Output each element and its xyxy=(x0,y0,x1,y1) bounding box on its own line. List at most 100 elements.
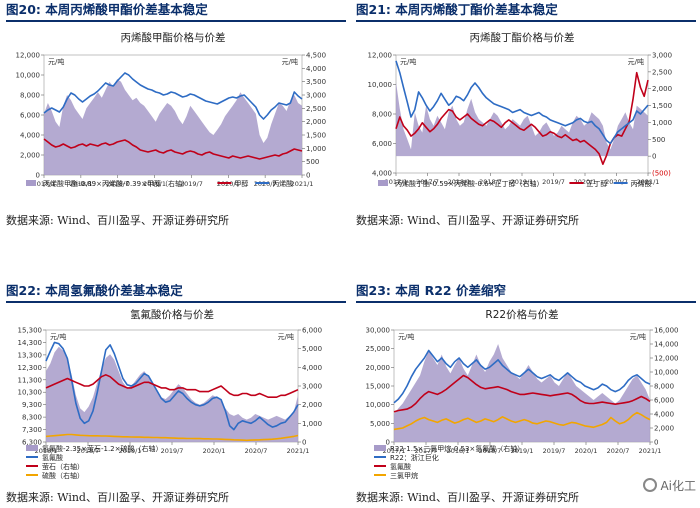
legend-swatch-0 xyxy=(378,180,388,186)
chart-panel-1: 图20: 本周丙烯酸甲酯价差基本稳定 丙烯酸甲酯价格与价差元/吨 元/吨 0 2,00… xyxy=(6,0,346,227)
right-tick-label: 0 xyxy=(306,172,310,180)
chart-panel-2: 图21: 本周丙烯酸丁酯价差基本稳定 丙烯酸丁酯价格与价差 元/吨 元/吨 4,000… xyxy=(356,0,696,227)
chart-area: 丙烯酸丁酯价格与价差 元/吨 元/吨 4,000 6,000 8,000 10,000 12,… xyxy=(356,25,696,213)
left-tick-label: 8,000 xyxy=(20,92,40,100)
x-tick-label: 2018/1 xyxy=(448,178,471,186)
legend-label-1: R22：浙江巨化 xyxy=(390,453,439,462)
left-tick-label: 12,300 xyxy=(18,364,43,372)
left-tick-label: 6,000 xyxy=(372,140,392,148)
right-tick-label: 8,000 xyxy=(654,383,674,391)
left-tick-label: 0 xyxy=(386,439,390,447)
left-tick-label: 6,000 xyxy=(20,112,40,120)
x-tick-label: 2018/7 xyxy=(106,180,129,188)
legend-label-1: 甲醇 xyxy=(234,179,248,188)
x-tick-label: 2018/1 xyxy=(69,180,92,188)
data-source: 数据来源: Wind、百川盈孚、开源证券研究所 xyxy=(6,491,229,504)
chart-title: 丙烯酸甲酯价格与价差 xyxy=(121,31,226,44)
data-source: 数据来源: Wind、百川盈孚、开源证券研究所 xyxy=(356,491,579,504)
chart-area: 氢氟酸价格与价差 元/吨 元/吨 6,300 7,300 8,300 9,300 10,300… xyxy=(6,306,346,490)
left-tick-label: 2,000 xyxy=(20,152,40,160)
x-tick-label: 2020/1 xyxy=(203,447,226,455)
right-tick-label: 2,000 xyxy=(306,118,326,126)
left-axis-unit: 元/吨 xyxy=(400,57,416,66)
chart-title: R22价格与价差 xyxy=(485,308,558,321)
series-line-2 xyxy=(393,374,651,413)
left-tick-label: 8,000 xyxy=(372,111,392,119)
right-tick-label: 2,000 xyxy=(652,85,672,93)
x-tick-label: 2019/7 xyxy=(543,447,566,455)
legend-label-2: 丙烯酸 xyxy=(272,179,293,188)
left-axis-unit: 元/吨 xyxy=(48,57,64,66)
right-tick-label: 6,000 xyxy=(302,327,322,335)
right-tick-label: 2,500 xyxy=(652,68,672,76)
legend-label-3: 硫酸（右轴） xyxy=(42,471,84,480)
x-tick-label: 2019/7 xyxy=(161,447,184,455)
x-tick-label: 2019/7 xyxy=(542,178,565,186)
right-tick-label: 0 xyxy=(652,153,656,161)
x-tick-label: 2017/1 xyxy=(385,178,408,186)
left-tick-label: 10,000 xyxy=(368,81,393,89)
chart-area: 丙烯酸甲酯价格与价差 元/吨 元/吨 0 2,000 4,000 6,000 8,000 10,… xyxy=(6,25,346,213)
left-tick-label: 15,000 xyxy=(366,383,391,391)
series-line-2 xyxy=(395,60,649,145)
figure-title: 图23: 本周 R22 价差缩窄 xyxy=(356,281,696,303)
x-tick-label: 2017/1 xyxy=(383,447,406,455)
data-source: 数据来源: Wind、百川盈孚、开源证券研究所 xyxy=(6,214,229,227)
x-tick-label: 2020/7 xyxy=(607,447,630,455)
right-tick-label: 5,000 xyxy=(302,345,322,353)
right-tick-label: 4,000 xyxy=(654,411,674,419)
x-tick-label: 2021/1 xyxy=(639,447,662,455)
right-tick-label: 4,000 xyxy=(306,65,326,73)
series-line-1 xyxy=(395,71,649,165)
figure-title: 图21: 本周丙烯酸丁酯价差基本稳定 xyxy=(356,0,696,22)
right-tick-label: 2,500 xyxy=(306,105,326,113)
chart-title: 丙烯酸丁酯价格与价差 xyxy=(470,31,575,44)
series-line-1 xyxy=(393,349,651,404)
x-tick-label: 2017/7 xyxy=(415,447,438,455)
legend-label-2: 氢氟酸 xyxy=(390,462,411,471)
figure-title: 图20: 本周丙烯酸甲酯价差基本稳定 xyxy=(6,0,346,22)
legend-swatch-0 xyxy=(26,180,36,186)
right-tick-label: 500 xyxy=(306,158,319,166)
legend-label-0: 氢氟酸-2.35×萤石-1.2×硫酸（右轴） xyxy=(42,444,163,453)
series-line-3 xyxy=(393,411,651,431)
right-tick-label: 1,000 xyxy=(652,119,672,127)
x-tick-label: 2019/1 xyxy=(119,447,142,455)
right-tick-label: 14,000 xyxy=(654,341,679,349)
legend-label-0: 丙烯酸甲酯-0.89×丙烯酸-0.39×甲醇（右轴） xyxy=(43,179,189,188)
chart-title: 氢氟酸价格与价差 xyxy=(130,308,214,321)
legend-label-3: 三氯甲烷 xyxy=(390,471,418,480)
legend-label-0: 丙烯酸丁酯-0.59×丙烯酸-0.6×正丁醇（右轴） xyxy=(395,179,544,188)
series-area-0 xyxy=(46,346,298,442)
left-tick-label: 9,300 xyxy=(22,401,42,409)
left-tick-label: 12,000 xyxy=(368,52,393,60)
series-line-2 xyxy=(43,72,303,120)
series-area-0 xyxy=(394,344,650,442)
left-tick-label: 20,000 xyxy=(366,364,391,372)
right-tick-label: 1,000 xyxy=(302,420,322,428)
legend-label-1: 正丁醇 xyxy=(586,179,607,188)
right-tick-label: 12,000 xyxy=(654,355,679,363)
wechat-icon xyxy=(643,478,658,492)
left-tick-label: 6,300 xyxy=(22,439,42,447)
legend-swatch-0 xyxy=(26,445,38,451)
left-axis-unit: 元/吨 xyxy=(50,332,66,341)
right-axis-unit: 元/吨 xyxy=(282,57,298,66)
left-tick-label: 11,300 xyxy=(18,376,43,384)
chart-panel-4: 图23: 本周 R22 价差缩窄 R22价格与价差 元/吨 元/吨 0 5,000 10,… xyxy=(356,281,696,504)
legend-label-2: 丙烯酸 xyxy=(631,179,652,188)
logo-text: Ai化工 xyxy=(660,479,696,493)
x-tick-label: 2019/1 xyxy=(511,447,534,455)
left-tick-label: 13,300 xyxy=(18,351,43,359)
data-source: 数据来源: Wind、百川盈孚、开源证券研究所 xyxy=(356,214,579,227)
right-tick-label: 3,500 xyxy=(306,78,326,86)
right-tick-label: 0 xyxy=(302,439,306,447)
right-tick-label: 2,000 xyxy=(654,425,674,433)
right-axis-unit: 元/吨 xyxy=(630,332,646,341)
x-tick-label: 2019/1 xyxy=(511,178,534,186)
left-tick-label: 14,300 xyxy=(18,339,43,347)
right-tick-label: 4,500 xyxy=(306,52,326,60)
watermark-logo: Ai化工 xyxy=(643,477,696,494)
